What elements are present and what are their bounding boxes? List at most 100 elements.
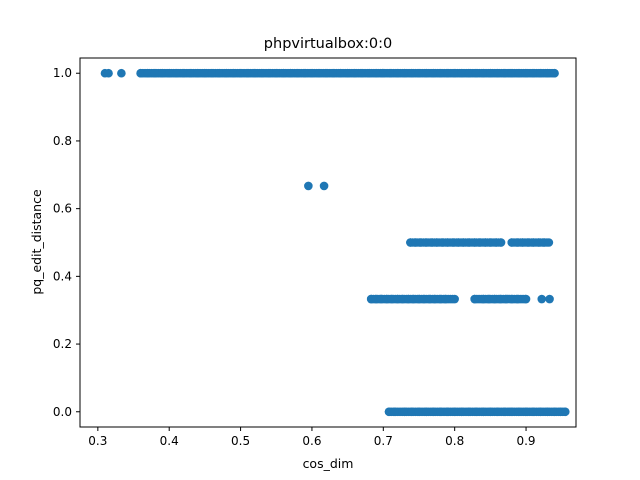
data-point — [436, 407, 445, 417]
data-point — [450, 407, 459, 417]
x-tick-label: 0.3 — [88, 434, 107, 448]
data-point — [470, 294, 479, 304]
data-point — [507, 68, 517, 78]
data-point — [457, 407, 467, 417]
data-point — [521, 294, 531, 304]
y-axis: 0.0 0.2 0.4 0.6 0.8 1.0 — [53, 66, 80, 419]
data-point — [514, 407, 524, 417]
data-point — [407, 407, 417, 417]
data-point — [214, 68, 224, 78]
data-point — [357, 68, 367, 78]
data-point — [450, 294, 459, 304]
data-point — [222, 68, 231, 78]
data-point — [414, 68, 424, 78]
data-point — [314, 68, 324, 78]
y-tick-label: 0.8 — [53, 134, 72, 148]
y-tick-label: 0.4 — [53, 269, 72, 283]
data-point — [528, 407, 538, 417]
data-point — [150, 68, 160, 78]
data-point — [560, 407, 570, 417]
data-point — [307, 68, 317, 78]
data-point — [393, 68, 402, 78]
data-point — [443, 407, 452, 417]
points-layer — [100, 68, 570, 417]
x-tick-label: 0.9 — [516, 434, 535, 448]
data-point — [386, 68, 395, 78]
x-tick-label: 0.6 — [302, 434, 321, 448]
data-point — [544, 238, 554, 247]
data-point — [450, 68, 459, 78]
data-point — [486, 407, 495, 417]
data-point — [400, 68, 410, 78]
data-point — [264, 68, 274, 78]
data-point — [236, 68, 245, 78]
data-point — [321, 68, 331, 78]
data-point — [443, 68, 452, 78]
data-point — [514, 68, 524, 78]
data-point — [117, 68, 126, 78]
data-point — [545, 294, 554, 304]
data-point — [464, 407, 474, 417]
y-tick-label: 0.0 — [53, 405, 72, 419]
x-tick-label: 0.8 — [445, 434, 464, 448]
data-point — [279, 68, 288, 78]
chart-title: phpvirtualbox:0:0 — [264, 36, 392, 52]
data-point — [300, 68, 310, 78]
y-axis-label: pq_edit_distance — [29, 189, 44, 295]
data-point — [157, 68, 167, 78]
data-point — [493, 68, 502, 78]
data-point — [513, 294, 522, 304]
data-point — [528, 68, 538, 78]
y-tick-label: 0.2 — [53, 337, 72, 351]
data-point — [486, 68, 495, 78]
data-point — [507, 407, 517, 417]
data-point — [421, 68, 431, 78]
data-point — [343, 68, 352, 78]
data-point — [371, 68, 381, 78]
data-point — [329, 68, 338, 78]
data-point — [207, 68, 217, 78]
data-point — [428, 407, 438, 417]
data-point — [186, 68, 195, 78]
data-point — [543, 68, 552, 78]
data-point — [179, 68, 188, 78]
data-point — [500, 407, 509, 417]
plot-frame — [79, 57, 577, 428]
data-point — [293, 68, 302, 78]
data-point — [543, 407, 552, 417]
data-point — [390, 407, 400, 417]
data-point — [350, 68, 360, 78]
data-point — [478, 68, 488, 78]
data-point — [336, 68, 345, 78]
y-tick-label: 1.0 — [53, 66, 72, 80]
data-point — [464, 68, 474, 78]
data-point — [428, 68, 438, 78]
data-point — [457, 68, 467, 78]
data-point — [229, 68, 238, 78]
data-point — [441, 294, 450, 304]
x-tick-label: 0.4 — [160, 434, 179, 448]
x-tick-label: 0.7 — [374, 434, 393, 448]
data-point — [493, 407, 502, 417]
data-point — [104, 68, 113, 78]
data-point — [136, 68, 145, 78]
data-point — [200, 68, 210, 78]
data-point — [496, 238, 506, 247]
data-point — [319, 181, 329, 191]
data-point — [536, 68, 545, 78]
data-point — [421, 407, 431, 417]
data-point — [521, 407, 531, 417]
data-point — [364, 68, 374, 78]
data-point — [304, 181, 313, 191]
data-point — [537, 294, 547, 304]
data-point — [471, 68, 481, 78]
data-point — [164, 68, 174, 78]
data-point — [250, 68, 260, 78]
data-point — [471, 407, 481, 417]
data-point — [243, 68, 253, 78]
x-axis: 0.3 0.4 0.5 0.6 0.7 0.8 0.9 — [88, 427, 536, 448]
data-point — [271, 68, 281, 78]
x-axis-label: cos_dim — [303, 456, 354, 471]
data-point — [550, 68, 559, 78]
